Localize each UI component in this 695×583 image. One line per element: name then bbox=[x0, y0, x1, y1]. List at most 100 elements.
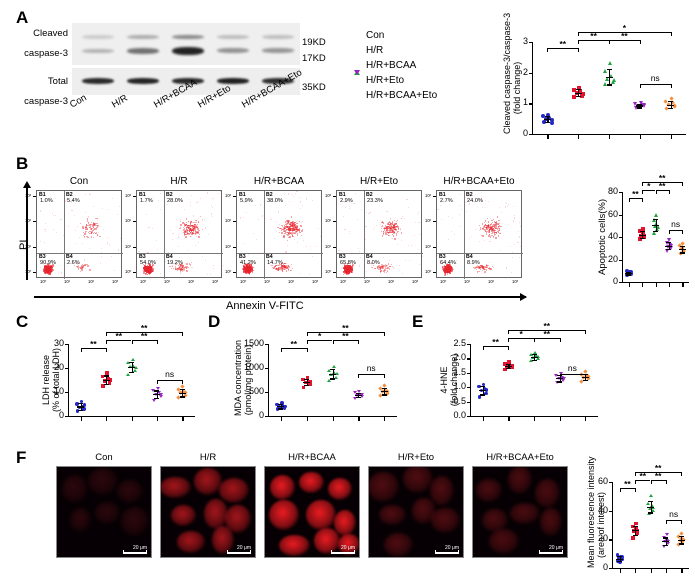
legend-item-hr_eto[interactable]: H/R+Eto bbox=[350, 70, 437, 88]
flow-dot bbox=[172, 232, 174, 235]
mean-line bbox=[574, 92, 582, 94]
flow-dot bbox=[96, 228, 98, 230]
flow-dot bbox=[291, 230, 294, 233]
flow-dot bbox=[43, 241, 45, 243]
flow-dot bbox=[77, 225, 79, 227]
flow-dot bbox=[290, 269, 292, 271]
flow-dot bbox=[201, 229, 204, 231]
flow-dot bbox=[186, 226, 188, 228]
flow-dot bbox=[284, 232, 286, 234]
micrograph-con[interactable]: 20 μm bbox=[56, 466, 152, 558]
flow-dot bbox=[391, 230, 393, 232]
flow-dot bbox=[187, 232, 189, 235]
data-point bbox=[633, 105, 638, 110]
scale-bar: 20 μm bbox=[221, 542, 251, 554]
flow-dot bbox=[212, 268, 214, 270]
flow-dot bbox=[65, 263, 67, 265]
quadrant-label-b3: B3 bbox=[339, 254, 346, 260]
flow-dot bbox=[49, 271, 52, 273]
flow-y-tick bbox=[33, 272, 36, 273]
flow-dot bbox=[182, 266, 184, 269]
flow-dot bbox=[346, 265, 349, 267]
flow-dot bbox=[286, 231, 288, 234]
flow-dot bbox=[58, 273, 60, 275]
y-tick-label: 2 bbox=[522, 66, 528, 77]
y-axis-title: LDH release (% of total LDH) bbox=[41, 344, 61, 416]
flow-dot bbox=[418, 248, 420, 250]
flow-dot bbox=[247, 264, 249, 267]
legend-item-hr_bcaa_eto[interactable]: H/R+BCAA+Eto bbox=[350, 88, 437, 103]
flow-dot bbox=[291, 223, 294, 225]
flow-dot bbox=[274, 265, 276, 268]
flow-dot bbox=[52, 228, 54, 230]
legend-item-hr[interactable]: H/R bbox=[350, 43, 437, 58]
flow-dot bbox=[179, 265, 181, 267]
flow-dot bbox=[384, 231, 386, 233]
flow-x-log-tick: 10⁰ bbox=[340, 279, 347, 284]
x-tick bbox=[635, 569, 637, 573]
flow-dot bbox=[150, 267, 153, 269]
error-bar-cap bbox=[505, 363, 511, 365]
flow-dot bbox=[283, 236, 285, 238]
error-bar-cap bbox=[648, 501, 653, 503]
flow-dot bbox=[87, 220, 89, 223]
micrograph-hr_bcaa[interactable]: 20 μm bbox=[264, 466, 360, 558]
significance-ns-label: ns bbox=[567, 363, 577, 373]
flow-dot bbox=[183, 268, 186, 271]
flow-dot bbox=[44, 268, 46, 270]
blot-band-35kd bbox=[172, 78, 204, 84]
flow-dot bbox=[244, 267, 247, 269]
flow-dot bbox=[382, 266, 384, 269]
flow-dot bbox=[282, 265, 284, 267]
x-tick bbox=[534, 417, 536, 421]
flow-dot bbox=[418, 264, 420, 266]
quadrant-value-b1: 1.0% bbox=[40, 198, 53, 204]
flow-dot bbox=[285, 267, 287, 269]
flow-dot bbox=[507, 204, 509, 206]
flow-dot bbox=[281, 267, 283, 269]
blot-box-cleaved bbox=[72, 23, 300, 65]
flow-dot bbox=[514, 243, 516, 245]
y-tick bbox=[466, 358, 471, 360]
fluorescent-cell bbox=[539, 508, 563, 537]
y-tick bbox=[618, 282, 623, 284]
flow-dot bbox=[107, 242, 109, 244]
flow-y-tick bbox=[133, 272, 136, 273]
flow-dot bbox=[89, 228, 92, 231]
flow-dot bbox=[92, 225, 94, 227]
flow-dot bbox=[499, 230, 501, 232]
flow-dot bbox=[244, 268, 246, 271]
flow-dot bbox=[281, 267, 283, 269]
y-tick bbox=[466, 372, 471, 375]
y-tick bbox=[466, 416, 471, 418]
flow-dot bbox=[284, 205, 286, 207]
panel-letter-f: F bbox=[16, 448, 27, 467]
flow-dot bbox=[90, 235, 92, 237]
micrograph-hr_eto[interactable]: 20 μm bbox=[368, 466, 464, 558]
flow-dot bbox=[182, 229, 184, 231]
legend-item-con[interactable]: Con bbox=[350, 28, 437, 43]
flow-cytometry-plot-con[interactable]: B11.0%B25.4%B390.9%B42.6% bbox=[36, 190, 123, 279]
micrograph-hr[interactable]: 20 μm bbox=[160, 466, 256, 558]
flow-dot bbox=[287, 234, 289, 237]
flow-dot bbox=[182, 268, 184, 270]
legend-item-hr_bcaa[interactable]: H/R+BCAA bbox=[350, 58, 437, 75]
data-point bbox=[608, 61, 613, 66]
micrograph-hr_bcaa_eto[interactable]: 20 μm bbox=[472, 466, 568, 558]
flow-dot bbox=[287, 226, 290, 228]
flow-dot bbox=[180, 264, 182, 266]
flow-dot bbox=[77, 266, 79, 268]
y-tick-label: 0 bbox=[522, 128, 528, 138]
flow-dot bbox=[287, 234, 289, 236]
flow-dot bbox=[46, 263, 49, 265]
mean-line bbox=[647, 506, 654, 508]
flow-dot bbox=[284, 262, 286, 265]
flow-dot bbox=[148, 273, 151, 276]
flow-dot bbox=[191, 266, 193, 268]
flow-dot bbox=[99, 236, 101, 238]
flow-dot bbox=[151, 266, 154, 268]
